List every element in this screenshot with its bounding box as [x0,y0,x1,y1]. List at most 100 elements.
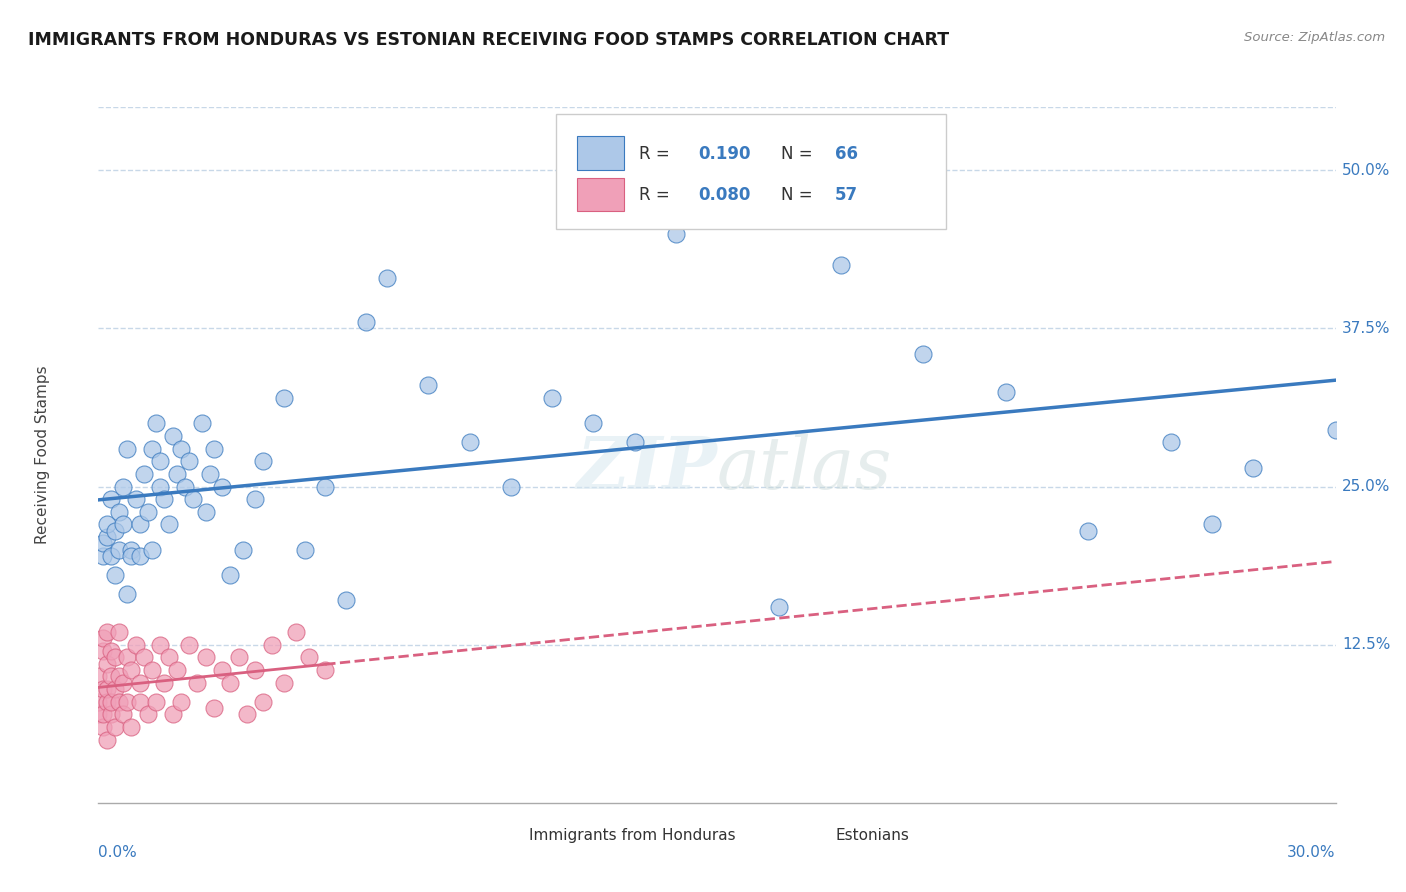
Point [202,442,225,456]
Point [141,542,163,557]
Point [87,695,110,709]
Point [96,732,118,747]
Point [153,675,176,690]
Point [104,650,127,665]
Point [243,492,266,507]
Point [1241,460,1264,475]
Point [141,442,163,456]
Text: Immigrants from Honduras: Immigrants from Honduras [529,828,735,843]
Point [91,549,114,563]
Point [273,391,295,405]
Point [104,681,127,696]
Point [100,644,122,658]
Point [211,479,233,493]
Text: 0.0%: 0.0% [98,845,138,860]
Point [91,707,114,722]
Point [194,650,217,665]
Point [117,442,139,456]
Point [112,517,135,532]
Point [91,536,114,550]
Point [128,517,150,532]
Point [100,549,122,563]
Point [96,530,118,544]
Point [117,650,139,665]
Point [260,638,283,652]
Text: 25.0%: 25.0% [1341,479,1391,494]
Text: Estonians: Estonians [835,828,910,843]
Point [96,625,118,640]
Point [120,542,142,557]
Point [232,542,254,557]
Text: 57: 57 [835,186,858,204]
Point [243,663,266,677]
Point [96,695,118,709]
Point [149,479,172,493]
Point [120,720,142,734]
Text: R =: R = [640,186,675,204]
Point [104,720,127,734]
Point [1201,517,1223,532]
Point [198,467,221,481]
Point [162,429,184,443]
Point [96,657,118,671]
Point [912,347,935,361]
Text: IMMIGRANTS FROM HONDURAS VS ESTONIAN RECEIVING FOOD STAMPS CORRELATION CHART: IMMIGRANTS FROM HONDURAS VS ESTONIAN REC… [28,31,949,49]
Point [830,258,852,272]
Text: 30.0%: 30.0% [1288,845,1336,860]
Point [298,650,321,665]
Point [104,568,127,582]
FancyBboxPatch shape [578,136,624,169]
Point [162,707,184,722]
Point [112,479,135,493]
Point [541,391,564,405]
Text: R =: R = [640,145,675,162]
Point [623,435,645,450]
Point [219,568,242,582]
Point [132,650,155,665]
Point [104,524,127,538]
Point [149,454,172,468]
Point [153,492,176,507]
Point [108,505,131,519]
Point [108,542,131,557]
Point [179,638,201,652]
FancyBboxPatch shape [801,823,828,848]
Text: 0.190: 0.190 [699,145,751,162]
Point [128,549,150,563]
Point [166,467,188,481]
Point [91,720,114,734]
Point [108,625,131,640]
Point [149,638,172,652]
Point [768,599,790,614]
Point [285,625,308,640]
Point [273,675,295,690]
Point [108,695,131,709]
Point [294,542,316,557]
Point [120,663,142,677]
Point [356,315,378,329]
Text: 66: 66 [835,145,858,162]
Point [1160,435,1182,450]
Point [186,675,208,690]
Text: 12.5%: 12.5% [1341,637,1391,652]
Text: N =: N = [782,145,818,162]
Text: ZIP: ZIP [576,434,717,504]
Point [132,467,155,481]
Point [582,417,605,431]
Point [128,695,150,709]
Point [128,675,150,690]
Point [418,378,440,392]
Point [108,669,131,683]
Text: 50.0%: 50.0% [1341,163,1391,178]
Point [96,681,118,696]
Point [174,479,197,493]
Point [124,492,146,507]
Text: 37.5%: 37.5% [1341,321,1391,336]
Point [91,632,114,646]
Point [145,695,167,709]
Point [170,442,193,456]
Point [314,663,336,677]
Point [96,517,118,532]
Point [100,695,122,709]
Point [219,675,242,690]
